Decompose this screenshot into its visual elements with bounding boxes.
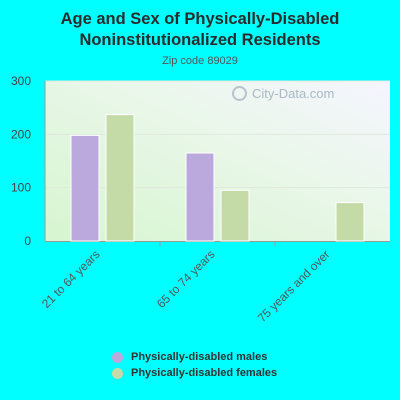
search-icon [232,86,247,101]
legend: Physically-disabled males Physically-dis… [112,349,277,381]
x-tick-label: 21 to 64 years [39,247,103,311]
legend-swatch-females [112,367,123,379]
watermark-text: City-Data.com [252,86,335,101]
y-tick-label: 300 [11,74,31,88]
legend-swatch-males [112,351,123,363]
bar-males [185,152,215,242]
bar-females [335,202,365,242]
y-tick-label: 100 [11,181,31,195]
y-tick-label: 200 [11,127,31,141]
bar-females [105,114,135,242]
bar-females [220,189,250,242]
x-tick-label: 75 years and over [255,247,333,325]
legend-label-males: Physically-disabled males [131,351,268,363]
chart-subtitle: Zip code 89029 [162,55,238,67]
legend-label-females: Physically-disabled females [131,367,278,379]
watermark: City-Data.com [232,86,334,101]
chart-title-line-1: Age and Sex of Physically-Disabled [60,10,340,28]
legend-item-males: Physically-disabled males [112,349,277,365]
x-tick-label: 65 to 74 years [154,247,218,311]
y-tick-label: 0 [24,234,31,248]
legend-item-females: Physically-disabled females [112,365,277,381]
bar-males [70,134,100,242]
chart-title-line-2: Noninstitutionalized Residents [79,31,321,49]
plot-area [45,81,390,241]
chart-title: Age and Sex of Physically-Disabled Nonin… [0,9,400,51]
